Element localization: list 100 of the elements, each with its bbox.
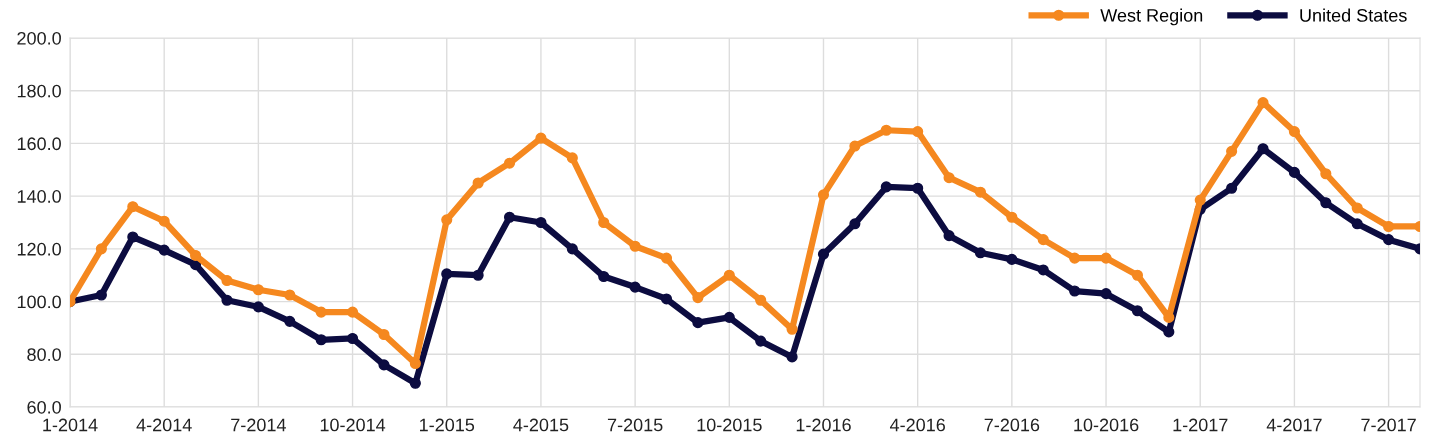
x-tick-label: 4-2016 — [889, 418, 945, 432]
point — [252, 284, 264, 296]
point — [1226, 145, 1238, 157]
point — [503, 157, 516, 169]
point — [755, 294, 767, 306]
point — [1131, 269, 1143, 281]
point — [1037, 264, 1049, 276]
point — [1351, 202, 1363, 214]
point — [284, 289, 296, 301]
point — [347, 306, 359, 318]
point — [880, 181, 892, 193]
point — [190, 249, 202, 262]
point — [723, 311, 735, 323]
point — [598, 216, 610, 229]
point — [127, 231, 139, 243]
point — [660, 252, 673, 264]
point — [1006, 253, 1018, 265]
y-tick-label: 160.0 — [17, 137, 61, 151]
point — [723, 269, 735, 281]
point — [566, 243, 578, 255]
point — [912, 126, 924, 138]
point — [472, 177, 484, 189]
point — [566, 152, 578, 164]
point — [1257, 143, 1269, 155]
point — [598, 270, 610, 283]
point — [158, 215, 170, 227]
point — [503, 211, 516, 223]
point — [817, 189, 830, 201]
point — [221, 294, 233, 306]
point — [1037, 234, 1049, 246]
point — [315, 334, 327, 346]
point — [849, 218, 861, 230]
point — [943, 172, 955, 184]
point — [1069, 285, 1081, 297]
point — [221, 274, 233, 287]
point — [378, 359, 390, 371]
point — [95, 243, 107, 255]
point — [692, 317, 704, 329]
point — [817, 248, 830, 260]
point — [347, 332, 359, 345]
x-tick-label: 4-2015 — [513, 418, 569, 432]
point — [441, 268, 453, 280]
point — [1288, 166, 1300, 178]
point — [1257, 97, 1269, 109]
point — [472, 269, 484, 281]
point — [1194, 194, 1206, 206]
x-tick-label: 7-2017 — [1361, 418, 1416, 432]
point — [849, 140, 861, 152]
x-tick-label: 4-2017 — [1266, 418, 1322, 432]
point — [880, 124, 892, 136]
point — [315, 306, 327, 318]
point — [441, 214, 453, 226]
x-tick-label: 1-2015 — [420, 418, 475, 432]
legend-label: West Region — [1100, 8, 1203, 26]
point — [1131, 305, 1143, 317]
point — [1383, 234, 1395, 246]
x-tick-label: 4-2014 — [136, 418, 192, 432]
point — [535, 132, 547, 144]
point — [1320, 168, 1332, 180]
point — [912, 182, 924, 194]
y-tick-label: 120.0 — [17, 242, 61, 256]
x-tick-label: 7-2015 — [607, 418, 663, 432]
x-tick-label: 7-2014 — [231, 418, 286, 432]
y-tick-label: 100.0 — [17, 295, 61, 309]
y-tick-label: 140.0 — [17, 190, 61, 203]
point — [252, 301, 264, 313]
x-tick-label: 10-2016 — [1074, 418, 1139, 432]
point — [535, 216, 547, 229]
point — [943, 230, 955, 242]
x-tick-label: 1-2017 — [1173, 418, 1228, 432]
point — [755, 335, 767, 347]
x-tick-label: 10-2015 — [697, 418, 762, 432]
point — [378, 328, 390, 341]
point — [974, 247, 987, 259]
point — [409, 377, 421, 389]
y-tick-label: 200.0 — [17, 31, 61, 45]
y-tick-label: 180.0 — [17, 84, 61, 98]
legend-label: United States — [1300, 8, 1407, 22]
point — [1006, 211, 1018, 223]
point — [1100, 288, 1112, 300]
y-tick-label: 60.0 — [27, 400, 61, 414]
point — [127, 201, 139, 213]
point — [1383, 220, 1395, 233]
point — [629, 240, 641, 252]
point — [629, 281, 641, 293]
point — [1100, 252, 1112, 264]
point — [1288, 126, 1300, 138]
point — [284, 315, 296, 327]
x-tick-label: 10-2014 — [320, 418, 386, 432]
point — [660, 293, 673, 305]
point — [1320, 197, 1332, 209]
point — [1069, 252, 1081, 264]
x-tick-label: 7-2016 — [984, 418, 1040, 432]
point — [158, 244, 170, 256]
point — [1163, 326, 1175, 338]
point — [1351, 218, 1363, 230]
point — [974, 186, 987, 198]
point — [95, 289, 107, 301]
x-tick-label: 1-2014 — [43, 418, 98, 432]
y-tick-label: 80.0 — [27, 348, 61, 362]
